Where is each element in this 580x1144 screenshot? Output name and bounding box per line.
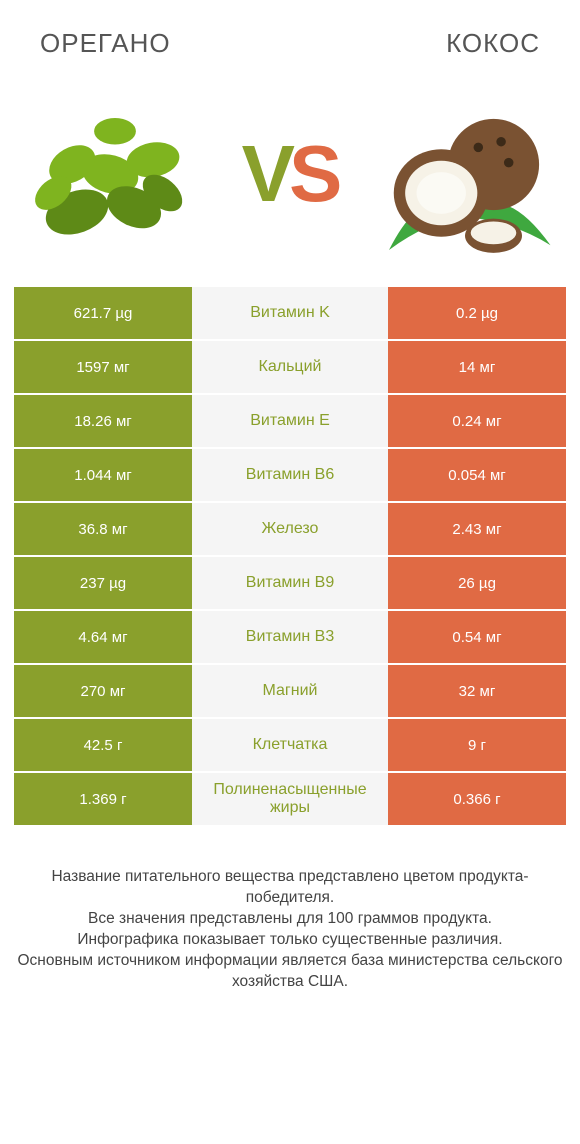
nutrient-label: Витамин K [192, 287, 388, 339]
left-value: 237 µg [14, 557, 192, 609]
vs-label: V S [242, 128, 339, 220]
nutrient-label: Клетчатка [192, 719, 388, 771]
right-value: 0.366 г [388, 773, 566, 825]
nutrient-label: Полиненасыщенные жиры [192, 773, 388, 825]
vs-s: S [289, 128, 338, 220]
right-value: 9 г [388, 719, 566, 771]
left-value: 4.64 мг [14, 611, 192, 663]
nutrient-label: Железо [192, 503, 388, 555]
footer-line: Название питательного вещества представл… [14, 867, 566, 909]
left-value: 36.8 мг [14, 503, 192, 555]
nutrient-label: Витамин B3 [192, 611, 388, 663]
right-value: 0.54 мг [388, 611, 566, 663]
table-row: 270 мгМагний32 мг [14, 665, 566, 717]
right-value: 32 мг [388, 665, 566, 717]
comparison-table: 621.7 µgВитамин K0.2 µg1597 мгКальций14 … [0, 287, 580, 825]
left-product-title: Oрегано [40, 28, 171, 59]
right-product-image [370, 84, 560, 264]
table-row: 1597 мгКальций14 мг [14, 341, 566, 393]
right-value: 0.054 мг [388, 449, 566, 501]
right-value: 0.2 µg [388, 287, 566, 339]
left-value: 1.044 мг [14, 449, 192, 501]
right-product-title: Кокос [446, 28, 540, 59]
vs-v: V [242, 128, 291, 220]
images-row: V S [0, 67, 580, 287]
left-product-image [20, 84, 210, 264]
nutrient-label: Магний [192, 665, 388, 717]
footer-line: Инфографика показывает только существенн… [14, 930, 566, 951]
oregano-icon [20, 84, 210, 264]
table-row: 237 µgВитамин B926 µg [14, 557, 566, 609]
table-row: 36.8 мгЖелезо2.43 мг [14, 503, 566, 555]
left-value: 270 мг [14, 665, 192, 717]
coconut-icon [370, 84, 560, 264]
right-value: 26 µg [388, 557, 566, 609]
left-value: 1.369 г [14, 773, 192, 825]
left-value: 42.5 г [14, 719, 192, 771]
left-value: 621.7 µg [14, 287, 192, 339]
table-row: 42.5 гКлетчатка9 г [14, 719, 566, 771]
table-row: 1.044 мгВитамин B60.054 мг [14, 449, 566, 501]
nutrient-label: Витамин E [192, 395, 388, 447]
nutrient-label: Витамин B9 [192, 557, 388, 609]
table-row: 18.26 мгВитамин E0.24 мг [14, 395, 566, 447]
left-value: 18.26 мг [14, 395, 192, 447]
left-value: 1597 мг [14, 341, 192, 393]
table-row: 1.369 гПолиненасыщенные жиры0.366 г [14, 773, 566, 825]
footer-notes: Название питательного вещества представл… [0, 827, 580, 993]
footer-line: Основным источником информации является … [14, 951, 566, 993]
table-row: 4.64 мгВитамин B30.54 мг [14, 611, 566, 663]
right-value: 14 мг [388, 341, 566, 393]
footer-line: Все значения представлены для 100 граммо… [14, 909, 566, 930]
right-value: 2.43 мг [388, 503, 566, 555]
nutrient-label: Кальций [192, 341, 388, 393]
table-row: 621.7 µgВитамин K0.2 µg [14, 287, 566, 339]
nutrient-label: Витамин B6 [192, 449, 388, 501]
header: Oрегано Кокос [0, 0, 580, 67]
right-value: 0.24 мг [388, 395, 566, 447]
